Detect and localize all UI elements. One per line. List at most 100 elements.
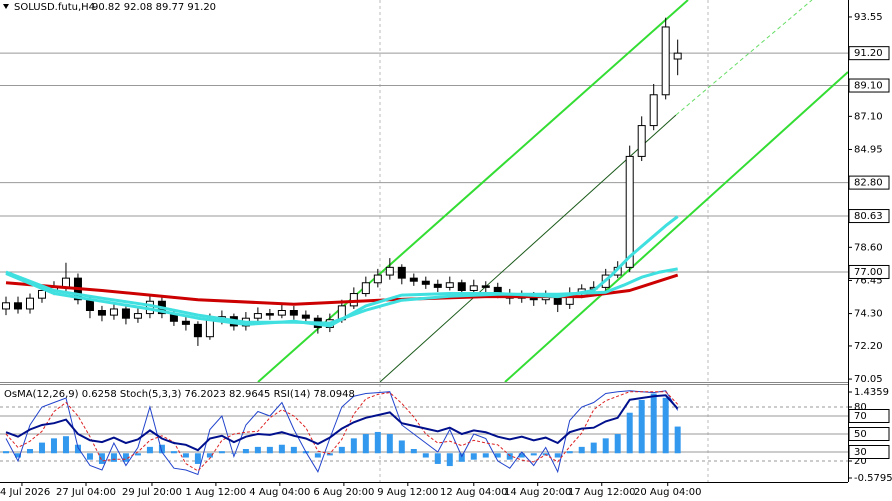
level-label-box <box>848 409 890 423</box>
level-label-box <box>848 427 890 441</box>
osma-bar <box>266 446 273 454</box>
x-tick-label: 17 Aug 12:00 <box>568 487 635 498</box>
candle-body <box>121 308 130 319</box>
level-label: 70 <box>854 411 867 422</box>
candle-body <box>661 26 670 96</box>
osma-bar <box>254 446 261 454</box>
osma-bar <box>602 438 609 454</box>
osma-bar <box>626 412 633 454</box>
candle-body <box>193 323 202 338</box>
level-label-box <box>848 264 890 279</box>
osma-bar <box>2 451 9 454</box>
x-tick-label: 4 Aug 04:00 <box>249 487 310 498</box>
candle-body <box>1 302 10 310</box>
candle-body <box>13 302 22 310</box>
osma-bar <box>182 453 189 458</box>
candle-body <box>457 282 466 291</box>
osma-bar <box>170 451 177 454</box>
candle-body <box>25 297 34 310</box>
candle-body <box>481 285 490 288</box>
axes: 93.55 87.10 84.95 78.60 76.45 74.30 72.20 70.05… <box>0 12 892 498</box>
osma-bar <box>566 451 573 454</box>
candle-body <box>97 310 106 316</box>
candle-body <box>289 310 298 316</box>
osma-bar <box>638 399 645 454</box>
y-tick-label: 76.45 <box>854 275 883 286</box>
x-tick-label: 1 Aug 12:00 <box>185 487 246 498</box>
candle-body <box>397 266 406 279</box>
osma-bar <box>362 434 369 454</box>
candle-body <box>385 266 394 276</box>
x-tick-label: 9 Aug 12:00 <box>377 487 438 498</box>
candle-body <box>373 274 382 284</box>
osma-bar <box>674 426 681 454</box>
osma-bar <box>518 453 525 458</box>
symbol-title: SOLUSD.futu,H4 <box>14 2 95 13</box>
y-tick-label: 84.95 <box>854 144 883 155</box>
candle-body <box>421 280 430 285</box>
x-tick-label: 6 Aug 20:00 <box>313 487 374 498</box>
osma-bar <box>158 444 165 454</box>
candle-body <box>409 277 418 282</box>
candle-body <box>649 94 658 127</box>
osma-bar <box>494 453 501 458</box>
candle-body <box>433 283 442 288</box>
y-tick-label: 20 <box>854 456 867 467</box>
osma-bar <box>218 451 225 454</box>
osma-bar <box>350 438 357 454</box>
osma-bar <box>398 440 405 454</box>
channel-lower <box>504 71 849 383</box>
level-label-box <box>848 78 890 93</box>
osma-bar <box>422 453 429 458</box>
oscillator-line <box>5 394 679 452</box>
osma-bar <box>86 453 93 460</box>
osma-bar <box>590 442 597 454</box>
candle-body <box>361 282 370 295</box>
candle-body <box>469 285 478 291</box>
oscillator-line <box>5 391 679 472</box>
candle-body <box>37 289 46 299</box>
y-tick-label: 1.4359 <box>854 387 889 398</box>
osma-bar <box>530 453 537 456</box>
candle-body <box>625 155 634 268</box>
x-tick-label: 12 Aug 04:00 <box>440 487 507 498</box>
x-tick-label: 20 Aug 04:00 <box>634 487 701 498</box>
y-tick-label: 72.20 <box>854 341 883 352</box>
osma-bar <box>410 449 417 454</box>
level-label: 50 <box>854 429 867 440</box>
osma-bar <box>122 453 129 462</box>
x-tick-label: 27 Jul 04:00 <box>56 487 116 498</box>
level-label-box <box>848 175 890 190</box>
osma-bar <box>434 453 441 464</box>
level-label: 82.80 <box>854 178 883 189</box>
level-label: 77.00 <box>854 267 883 278</box>
plot <box>1 17 682 476</box>
y-tick-label: 78.60 <box>854 242 883 253</box>
osma-bar <box>230 453 237 454</box>
osma-bar <box>374 431 381 454</box>
osma-bar <box>662 397 669 454</box>
osma-bar <box>98 453 105 464</box>
osma-bar <box>482 453 489 458</box>
level-label: 89.10 <box>854 81 883 92</box>
channel-mid-extension <box>675 0 813 116</box>
osma-bar <box>326 453 333 456</box>
osma-bar <box>314 453 321 458</box>
candle-body <box>277 310 286 316</box>
y-tick-label: 74.30 <box>854 309 883 320</box>
osma-bar <box>62 436 69 454</box>
candle-body <box>133 313 142 319</box>
osma-bar <box>194 453 201 464</box>
osma-bar <box>74 444 81 454</box>
osma-bar <box>26 449 33 454</box>
osma-bar <box>134 453 141 456</box>
osma-bar <box>446 453 453 467</box>
candle-body <box>301 314 310 319</box>
osma-bar <box>470 453 477 460</box>
osma-bar <box>38 442 45 454</box>
osma-bar <box>650 393 657 454</box>
osma-bar <box>278 444 285 454</box>
moving-average <box>5 215 679 328</box>
